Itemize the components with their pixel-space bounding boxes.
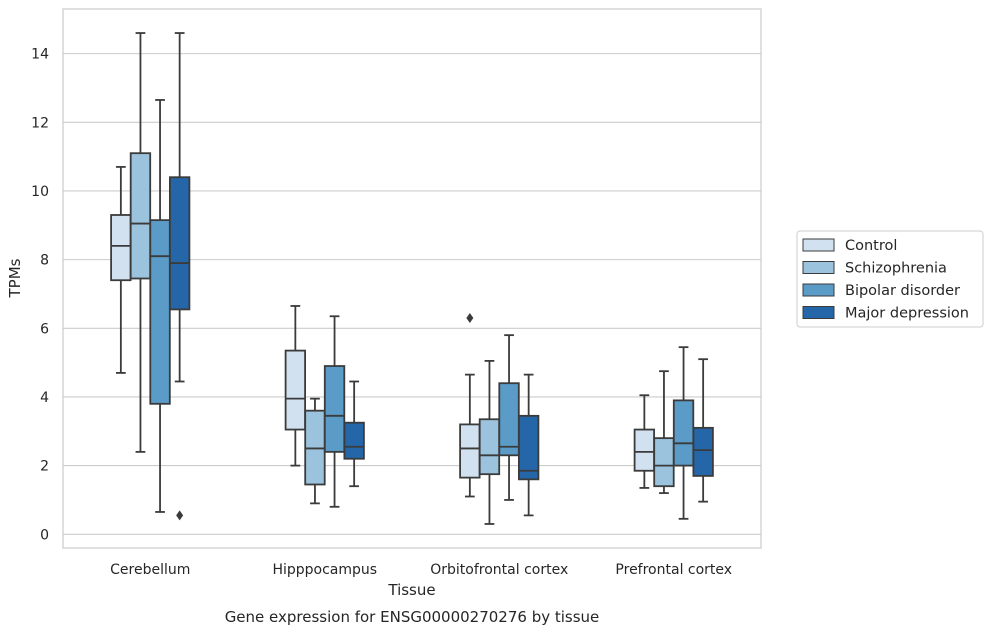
legend-label: Schizophrenia (845, 261, 947, 277)
box-iqr (633, 428, 655, 472)
legend-label: Control (845, 238, 897, 254)
x-tick-label: Hipppocampus (272, 562, 377, 578)
box-iqr (284, 349, 307, 431)
legend-swatch (802, 238, 835, 252)
outlier-point (466, 312, 474, 323)
legend: Control Schizophrenia Bipolar disorder Majo… (796, 230, 984, 328)
legend-label: Major depression (845, 306, 969, 322)
legend-frame (796, 230, 984, 328)
y-tick-labels: 0 2 4 6 8 10 12 14 (31, 47, 49, 544)
box-major-depression (343, 380, 365, 488)
box-major-depression (692, 358, 714, 503)
legend-swatch (802, 306, 835, 319)
box-control (459, 312, 481, 498)
legend-swatch (802, 283, 835, 297)
box-iqr (672, 399, 695, 467)
box-iqr (653, 437, 675, 488)
box-control (633, 394, 655, 489)
y-tick-label: 4 (40, 390, 49, 406)
box-bipolar-disorder (149, 99, 171, 513)
box-iqr (498, 382, 520, 457)
plot-frame (62, 8, 762, 549)
box-control (110, 166, 132, 374)
box-iqr (110, 214, 132, 282)
x-tick-label: Prefrontal cortex (615, 562, 732, 578)
box-bipolar-disorder (323, 315, 346, 508)
box-iqr (478, 418, 501, 476)
box-major-depression (168, 32, 191, 521)
box-major-depression (518, 373, 540, 517)
y-tick-label: 10 (31, 184, 49, 200)
x-tick-labels: Cerebellum Hipppocampus Orbitofrontal cort… (110, 562, 732, 578)
chart-caption: Gene expression for ENSG00000270276 by t… (225, 608, 600, 626)
box-control (284, 305, 307, 467)
box-iqr (692, 426, 714, 477)
box-bipolar-disorder (498, 334, 520, 501)
box-schizophrenia (478, 359, 501, 525)
x-tick-label: Cerebellum (110, 562, 190, 578)
box-iqr (518, 414, 540, 481)
box-iqr (343, 421, 365, 460)
box-iqr (168, 176, 191, 311)
y-tick-label: 6 (40, 321, 49, 337)
outlier-point (176, 510, 184, 521)
y-tick-label: 12 (31, 115, 49, 131)
legend-label: Bipolar disorder (845, 283, 960, 299)
box-bipolar-disorder (672, 346, 695, 520)
box-iqr (149, 219, 171, 405)
legend-swatch (802, 261, 835, 274)
y-axis-title: TPMs (6, 258, 24, 298)
box-iqr (129, 152, 152, 280)
y-tick-label: 0 (40, 527, 49, 543)
boxes (110, 32, 714, 525)
box-schizophrenia (304, 397, 326, 505)
x-tick-label: Orbitofrontal cortex (430, 562, 568, 578)
box-iqr (323, 365, 346, 453)
box-iqr (459, 423, 481, 479)
y-tick-label: 8 (40, 253, 49, 269)
y-tick-label: 14 (31, 47, 49, 63)
x-axis-title: Tissue (387, 581, 435, 599)
box-schizophrenia (653, 370, 675, 494)
box-schizophrenia (129, 32, 152, 453)
y-tick-label: 2 (40, 459, 49, 475)
